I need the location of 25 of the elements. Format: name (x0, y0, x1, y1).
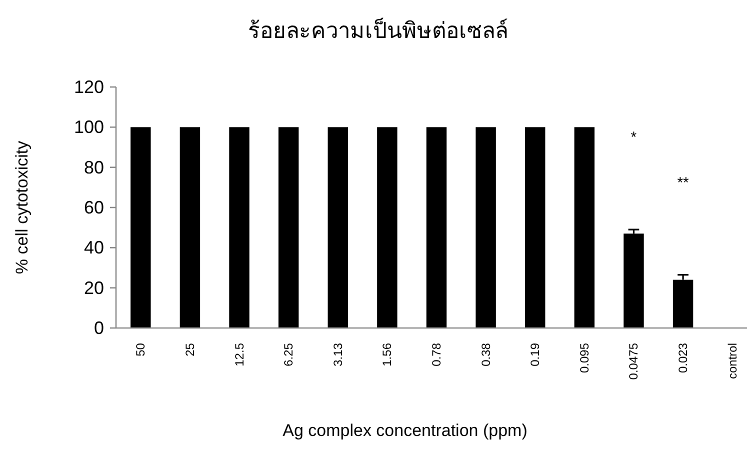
xlabel: Ag complex concentration (ppm) (282, 421, 528, 440)
annotation: * (630, 129, 637, 146)
x-tick-label: 0.023 (676, 343, 690, 374)
y-tick-label: 100 (74, 117, 104, 138)
y-tick-label: 60 (84, 198, 104, 218)
x-tick-label: 6.25 (282, 343, 296, 366)
x-tick-label: control (725, 343, 740, 380)
x-tick-label: 0.0475 (626, 343, 641, 380)
x-tick-label: 3.13 (330, 343, 345, 366)
x-tick-label: 1.56 (380, 343, 394, 366)
y-tick-label: 20 (84, 278, 104, 298)
x-tick-label: 0.38 (478, 343, 493, 366)
y-tick-label: 40 (84, 238, 104, 258)
x-tick-label: 0.095 (577, 343, 592, 374)
x-tick-label: 50 (134, 343, 148, 356)
x-tick-label: 0.19 (528, 343, 542, 366)
y-tick-label: 120 (74, 77, 104, 97)
x-tick-label: 12.5 (232, 343, 246, 366)
y-tick-label: 80 (84, 157, 104, 178)
annotation: ** (677, 174, 689, 192)
y-tick-label: 0 (94, 318, 104, 338)
ylabel: % cell cytotoxicity (12, 140, 32, 274)
x-tick-label: 25 (182, 343, 197, 356)
x-tick-label: 0.78 (430, 343, 444, 366)
title: ร้อยละความเป็นพิษต่อเซลล์ (248, 18, 508, 43)
